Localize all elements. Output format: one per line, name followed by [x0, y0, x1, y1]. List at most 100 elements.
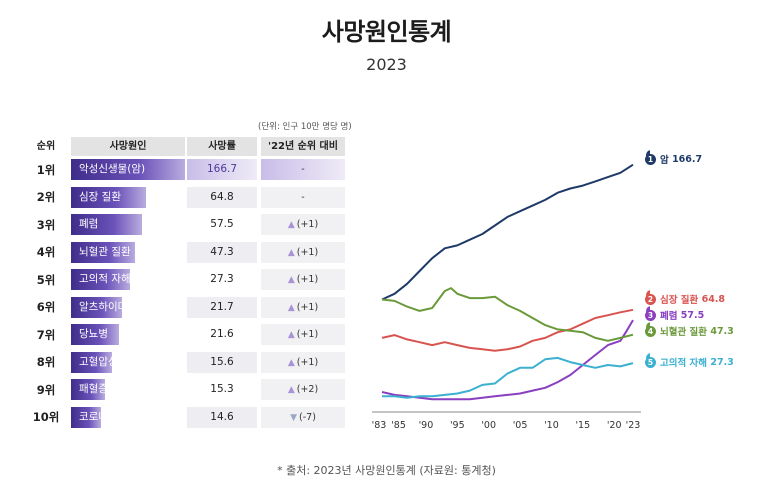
- change-value: (+1): [296, 329, 319, 341]
- table-row: 5위 고의적 자해(자살) 27.3 ▲ (+1): [25, 266, 345, 294]
- table-row: 1위 악성신생물(암) 166.7 -: [25, 156, 345, 184]
- cause-cell: 고의적 자해(자살): [71, 269, 185, 291]
- cause-cell: 악성신생물(암): [71, 159, 185, 181]
- rate-cell: 15.6: [187, 351, 257, 373]
- rank-cell: 1위: [36, 162, 56, 177]
- header-rate: 사망률: [187, 137, 257, 156]
- x-tick-label: '23: [626, 420, 641, 431]
- change-value: (-7): [299, 411, 316, 423]
- change-value: (+1): [296, 274, 319, 286]
- legend-value: 57.5: [680, 309, 705, 321]
- arrow-up-icon: ▲: [287, 275, 295, 286]
- rank-cell: 9위: [36, 382, 56, 397]
- table-row: 7위 당뇨병 21.6 ▲ (+1): [25, 321, 345, 349]
- legend-number-badge: 4: [645, 325, 656, 337]
- table-row: 9위 패혈증 15.3 ▲ (+2): [25, 376, 345, 404]
- x-tick-label: '95: [450, 420, 465, 431]
- legend-value: 47.3: [710, 325, 734, 337]
- legend-entry-2: 2 심장 질환 64.8: [645, 292, 725, 306]
- x-tick-label: '85: [391, 420, 406, 431]
- cause-label: 뇌혈관 질환: [79, 245, 131, 258]
- series-line-2: [381, 308, 634, 352]
- rank-cell: 3위: [36, 217, 56, 232]
- cause-cell: 당뇨병: [71, 324, 185, 346]
- rate-cell: 27.3: [210, 273, 234, 286]
- rank-cell: 7위: [36, 327, 56, 342]
- legend-number-badge: 1: [645, 153, 656, 165]
- cause-label: 악성신생물(암): [79, 163, 146, 176]
- ranking-table: 순위 사망원인 사망률 '22년 순위 대비 1위 악성신생물(암) 166.7 - 2…: [25, 137, 345, 431]
- table-row: 8위 고혈압성 질환 15.6 ▲ (+1): [25, 349, 345, 377]
- change-cell: -: [261, 186, 345, 208]
- rank-cell: 4위: [36, 245, 56, 260]
- legend-name: 심장 질환: [660, 295, 699, 306]
- page-subtitle: 2023: [366, 55, 407, 74]
- x-tick-label: '00: [481, 420, 496, 431]
- cause-label: 코로나19: [79, 410, 122, 423]
- rank-cell: 6위: [36, 300, 56, 315]
- legend-name: 암: [660, 155, 669, 166]
- unit-note: (단위: 인구 10만 명당 명): [258, 122, 352, 132]
- change-value: -: [301, 191, 305, 203]
- rate-cell: 21.6: [210, 328, 234, 341]
- change-value: -: [301, 164, 305, 176]
- arrow-up-icon: ▲: [287, 385, 295, 396]
- rate-cell: 57.5: [210, 218, 234, 231]
- rate-cell: 47.3: [187, 241, 257, 263]
- change-value: (+1): [296, 301, 319, 313]
- series-line-3: [381, 319, 634, 401]
- cause-cell: 고혈압성 질환: [71, 351, 185, 373]
- page-title: 사망원인통계: [321, 18, 452, 46]
- x-tick-label: '10: [544, 420, 559, 431]
- change-cell: ▲ (+1): [261, 214, 345, 236]
- change-cell: ▲ (+1): [261, 324, 345, 346]
- rate-cell: 21.7: [187, 296, 257, 318]
- legend-number-badge: 2: [645, 293, 656, 305]
- header-rank: 순위: [36, 141, 56, 152]
- series-line-4: [381, 287, 634, 342]
- rank-cell: 10위: [32, 410, 60, 425]
- arrow-down-icon: ▼: [290, 412, 298, 423]
- table-row: 3위 폐렴 57.5 ▲ (+1): [25, 211, 345, 239]
- cause-label: 패혈증: [79, 383, 108, 396]
- table-body: 1위 악성신생물(암) 166.7-2위 심장 질환 64.8-3위 폐렴 57.5 ▲ (+1…: [25, 156, 345, 431]
- cause-label: 당뇨병: [79, 328, 108, 341]
- series-line-1: [381, 163, 634, 301]
- cause-label: 고의적 자해(자살): [79, 273, 159, 286]
- legend-number-badge: 5: [645, 356, 656, 368]
- legend-value: 64.8: [701, 293, 726, 305]
- source-note: * 출처: 2023년 사망원인통계 (자료원: 통계청): [277, 464, 496, 477]
- change-cell: ▲ (+1): [261, 351, 345, 373]
- change-cell: -: [261, 159, 345, 181]
- legend-number-badge: 3: [645, 309, 656, 321]
- x-tick-label: '90: [419, 420, 434, 431]
- table-row: 6위 알츠하이머병 21.7 ▲ (+1): [25, 294, 345, 322]
- rank-cell: 2위: [36, 190, 56, 205]
- x-tick-label: '83: [372, 420, 387, 431]
- cause-cell: 알츠하이머병: [71, 296, 185, 318]
- arrow-up-icon: ▲: [287, 247, 295, 258]
- change-cell: ▲ (+2): [261, 379, 345, 401]
- arrow-up-icon: ▲: [287, 357, 295, 368]
- arrow-up-icon: ▲: [287, 220, 295, 231]
- x-tick-label: '05: [513, 420, 528, 431]
- change-value: (+1): [296, 246, 319, 258]
- arrow-up-icon: ▲: [287, 330, 295, 341]
- cause-cell: 폐렴: [71, 214, 185, 236]
- change-value: (+2): [296, 384, 319, 396]
- header-change: '22년 순위 대비: [261, 137, 345, 156]
- change-cell: ▲ (+1): [261, 296, 345, 318]
- cause-label: 폐렴: [79, 218, 99, 231]
- legend-value: 27.3: [710, 356, 734, 368]
- cause-label: 심장 질환: [79, 190, 121, 203]
- table-header: 순위 사망원인 사망률 '22년 순위 대비: [25, 137, 345, 156]
- legend-value: 166.7: [672, 153, 703, 165]
- cause-label: 고혈압성 질환: [79, 355, 141, 368]
- change-cell: ▲ (+1): [261, 241, 345, 263]
- cause-cell: 뇌혈관 질환: [71, 241, 185, 263]
- legend-entry-5: 5 고의적 자해 27.3: [645, 355, 734, 369]
- change-value: (+1): [296, 219, 319, 231]
- cause-label: 알츠하이머병: [79, 300, 137, 313]
- rate-cell: 166.7: [187, 159, 257, 181]
